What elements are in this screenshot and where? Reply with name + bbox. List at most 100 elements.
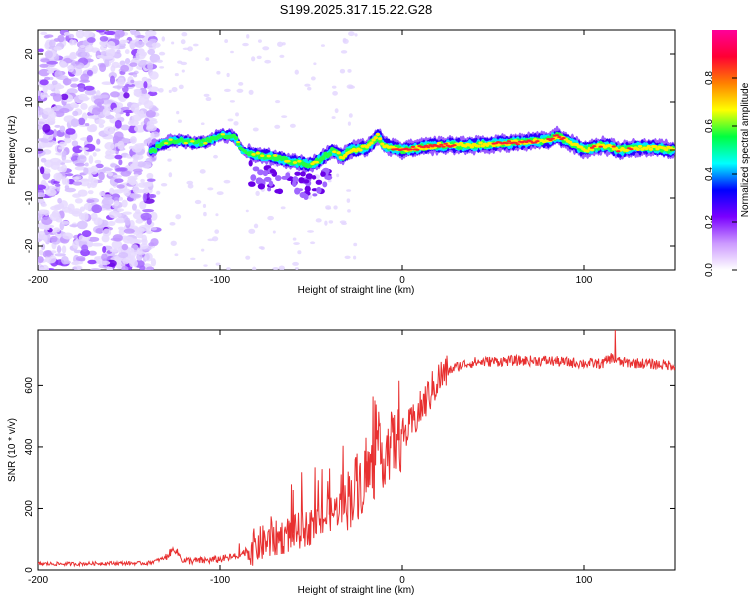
spectrogram-noise-blob	[177, 119, 183, 123]
colorbar-scale	[712, 30, 737, 270]
spectrogram-noise-blob	[75, 61, 80, 65]
spectrogram-noise-blob	[44, 227, 50, 231]
spectrogram-x-tick-label: -100	[210, 275, 230, 286]
spectrogram-noise-blob	[324, 220, 328, 226]
spectrogram-noise-blob	[346, 189, 352, 192]
spectrogram-noise-blob	[215, 213, 219, 217]
spectrogram-noise-blob	[71, 140, 79, 147]
spectrogram-noise-blob	[66, 88, 78, 95]
figure-title: S199.2025.317.15.22.G28	[280, 2, 433, 17]
spectrogram-noise-blob	[40, 203, 47, 207]
spectrogram-noise-blob	[115, 167, 127, 172]
spectrogram-noise-blob	[96, 138, 101, 145]
spectrogram-noise-blob	[252, 127, 259, 132]
spectrogram-ridge-cell	[528, 140, 534, 143]
spectrogram-x-label: Height of straight line (km)	[298, 285, 415, 296]
spectrogram-noise-blob	[65, 173, 74, 177]
spectrogram-noise-blob	[112, 107, 122, 113]
spectrogram-ridge-cell	[300, 171, 306, 177]
snr-x-tick-label: 100	[576, 575, 593, 586]
spectrogram-noise-blob	[150, 132, 155, 139]
spectrogram-noise-blob	[125, 83, 136, 87]
spectrogram-ridge-cell	[292, 180, 297, 188]
spectrogram-noise-blob	[87, 236, 100, 242]
spectrogram-noise-blob	[106, 50, 115, 58]
snr-x-tick-label: 0	[399, 575, 405, 586]
spectrogram-noise-blob	[352, 255, 357, 260]
spectrogram-ridge-cell	[332, 150, 337, 154]
spectrogram-noise-blob	[98, 260, 111, 266]
colorbar-tick-label: 0.6	[704, 119, 715, 133]
spectrogram-noise-blob	[51, 210, 60, 218]
spectrogram-ridge-cell	[163, 142, 169, 145]
spectrogram-noise-blob	[139, 110, 145, 119]
spectrogram-ridge-cell	[248, 159, 253, 167]
spectrogram-noise-blob	[142, 193, 147, 202]
spectrogram-noise-blob	[44, 50, 53, 59]
spectrogram-noise-blob	[38, 48, 44, 53]
spectrogram-noise-blob	[91, 204, 103, 214]
spectrogram-noise-blob	[101, 99, 113, 105]
spectrogram-noise-blob	[113, 131, 124, 141]
spectrogram-ridge-cell	[321, 155, 326, 161]
spectrogram-ridge-cell	[297, 188, 304, 192]
spectrogram-noise-blob	[68, 210, 81, 215]
spectrogram-noise-blob	[109, 248, 119, 253]
spectrogram-noise-blob	[101, 81, 113, 85]
spectrogram-ridge-cell	[314, 160, 320, 164]
spectrogram-ridge-cell	[585, 149, 590, 153]
spectrogram-noise-blob	[120, 170, 132, 177]
spectrogram-noise-blob	[112, 174, 122, 178]
spectrogram-noise-blob	[203, 93, 210, 97]
spectrogram-noise-blob	[205, 57, 210, 61]
spectrogram-noise-blob	[348, 113, 353, 118]
spectrogram-noise-blob	[150, 238, 159, 247]
colorbar-tick-label: 0.2	[704, 215, 715, 229]
spectrogram-noise-blob	[48, 76, 54, 81]
spectrogram-noise-blob	[107, 220, 116, 226]
spectrogram-noise-blob	[49, 157, 61, 164]
spectrogram-noise-blob	[50, 235, 58, 243]
spectrogram-noise-blob	[304, 83, 311, 87]
spectrogram-noise-blob	[115, 217, 125, 223]
spectrogram-noise-blob	[146, 172, 154, 180]
spectrogram-ridge-cell	[554, 134, 560, 137]
spectrogram-noise-blob	[101, 197, 114, 206]
spectrogram-noise-blob	[70, 83, 79, 88]
spectrogram-noise-blob	[99, 63, 107, 73]
spectrogram-noise-blob	[242, 42, 249, 47]
spectrogram-noise-blob	[200, 122, 205, 126]
spectrogram-noise-blob	[328, 220, 334, 224]
spectrogram-noise-blob	[141, 234, 148, 243]
spectrogram-ridge-cell	[251, 153, 256, 156]
snr-x-ticks: -200 -100 0 100	[28, 330, 593, 586]
spectrogram-noise-blob	[95, 163, 104, 169]
spectrogram-noise-blob	[274, 124, 281, 129]
spectrogram-ridge-cell	[250, 174, 257, 181]
spectrogram-noise-blob	[216, 191, 224, 196]
spectrogram-noise-blob	[258, 246, 264, 250]
spectrogram-noise-blob	[86, 69, 93, 77]
spectrogram-noise-blob	[118, 228, 125, 236]
spectrogram-noise-blob	[99, 191, 106, 197]
spectrogram-ridge-cell	[637, 144, 643, 148]
spectrogram-noise-blob	[256, 55, 262, 60]
spectrogram-noise-blob	[131, 239, 143, 244]
spectrogram-noise-blob	[124, 49, 130, 55]
spectrogram-noise-blob	[142, 209, 155, 213]
spectrogram-noise-blob	[104, 58, 110, 68]
spectrogram-noise-blob	[293, 242, 300, 245]
spectrogram-noise-blob	[136, 48, 145, 55]
spectrogram-noise-blob	[125, 251, 137, 258]
spectrogram-noise-blob	[168, 89, 172, 94]
spectrogram-noise-blob	[70, 118, 80, 128]
spectrogram-ridge-cell	[267, 187, 272, 192]
spectrogram-noise-blob	[38, 197, 45, 203]
spectrogram-ridge-cell	[589, 146, 595, 149]
spectrogram-noise-blob	[336, 173, 340, 178]
spectrogram-noise-blob	[90, 165, 99, 175]
spectrogram-noise-blob	[245, 209, 249, 213]
spectrogram-noise-blob	[149, 38, 158, 43]
spectrogram-noise-blob	[44, 143, 54, 147]
